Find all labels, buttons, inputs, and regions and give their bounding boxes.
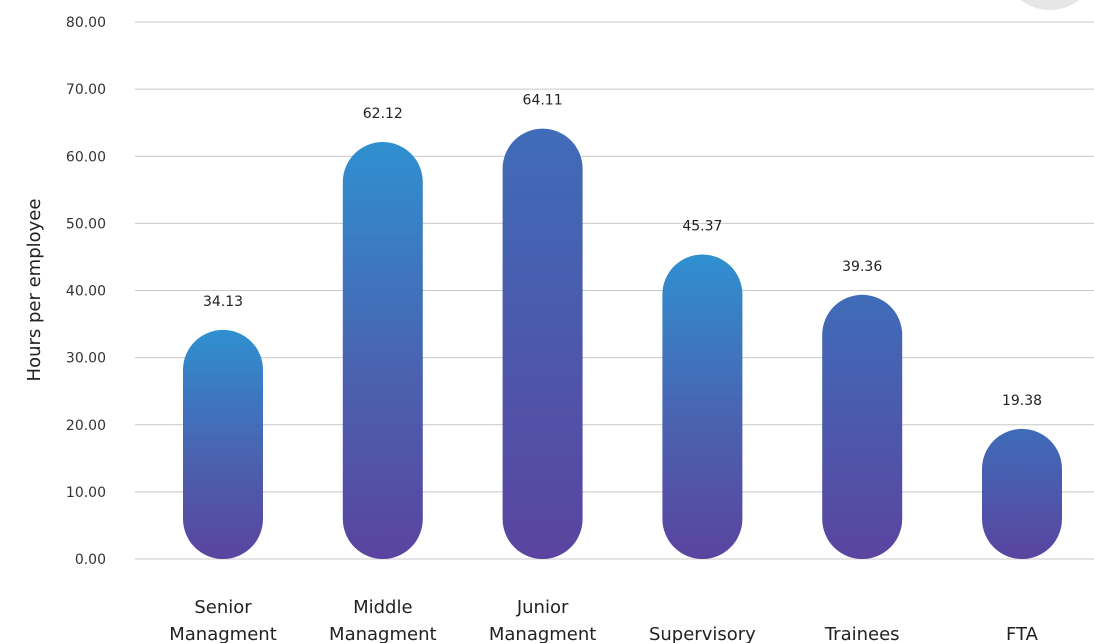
category-label: Supervisory: [649, 624, 756, 643]
bar-value-label: 34.13: [203, 294, 243, 310]
bar-value-label: 19.38: [1002, 393, 1042, 409]
category-label: Managment: [329, 624, 437, 643]
category-label: Managment: [169, 624, 277, 643]
y-tick-label: 40.00: [66, 284, 106, 300]
y-tick-label: 20.00: [66, 418, 106, 434]
bar: [183, 329, 263, 559]
category-labels: Senior Managment Middle Managment Junior Mana…: [169, 597, 1038, 643]
bar: [982, 428, 1062, 559]
bars: [183, 128, 1062, 560]
grid-lines: [135, 21, 1094, 560]
bar: [342, 142, 423, 559]
bar-value-label: 64.11: [523, 93, 563, 109]
bar-value-label: 39.36: [842, 259, 882, 275]
y-tick-label: 80.00: [66, 15, 106, 31]
bar-value-label: 45.37: [682, 218, 722, 234]
y-tick-label: 30.00: [66, 351, 106, 367]
y-tick-label: 50.00: [66, 216, 106, 232]
y-tick-label: 60.00: [66, 149, 106, 165]
category-label: FTA: [1006, 624, 1039, 643]
bar-value-label: 62.12: [363, 106, 403, 122]
y-tick-label: 10.00: [66, 485, 106, 501]
bar: [502, 128, 583, 559]
category-label: Trainees: [824, 624, 900, 643]
corner-decoration: [1020, 0, 1080, 10]
category-label: Senior: [194, 597, 252, 618]
y-tick-label: 70.00: [66, 82, 106, 98]
y-axis-title: Hours per employee: [24, 199, 45, 382]
bar-value-labels: 34.13 62.12 64.11 45.37 39.36 19.38: [203, 93, 1042, 409]
y-axis-tick-labels: 0.00 10.00 20.00 30.00 40.00 50.00 60.00 70.00 8…: [66, 15, 106, 568]
category-label: Middle: [353, 597, 412, 618]
bar: [662, 254, 743, 560]
y-tick-label: 0.00: [75, 552, 106, 568]
category-label: Junior: [516, 597, 569, 618]
bar: [822, 294, 903, 559]
category-label: Managment: [489, 624, 597, 643]
